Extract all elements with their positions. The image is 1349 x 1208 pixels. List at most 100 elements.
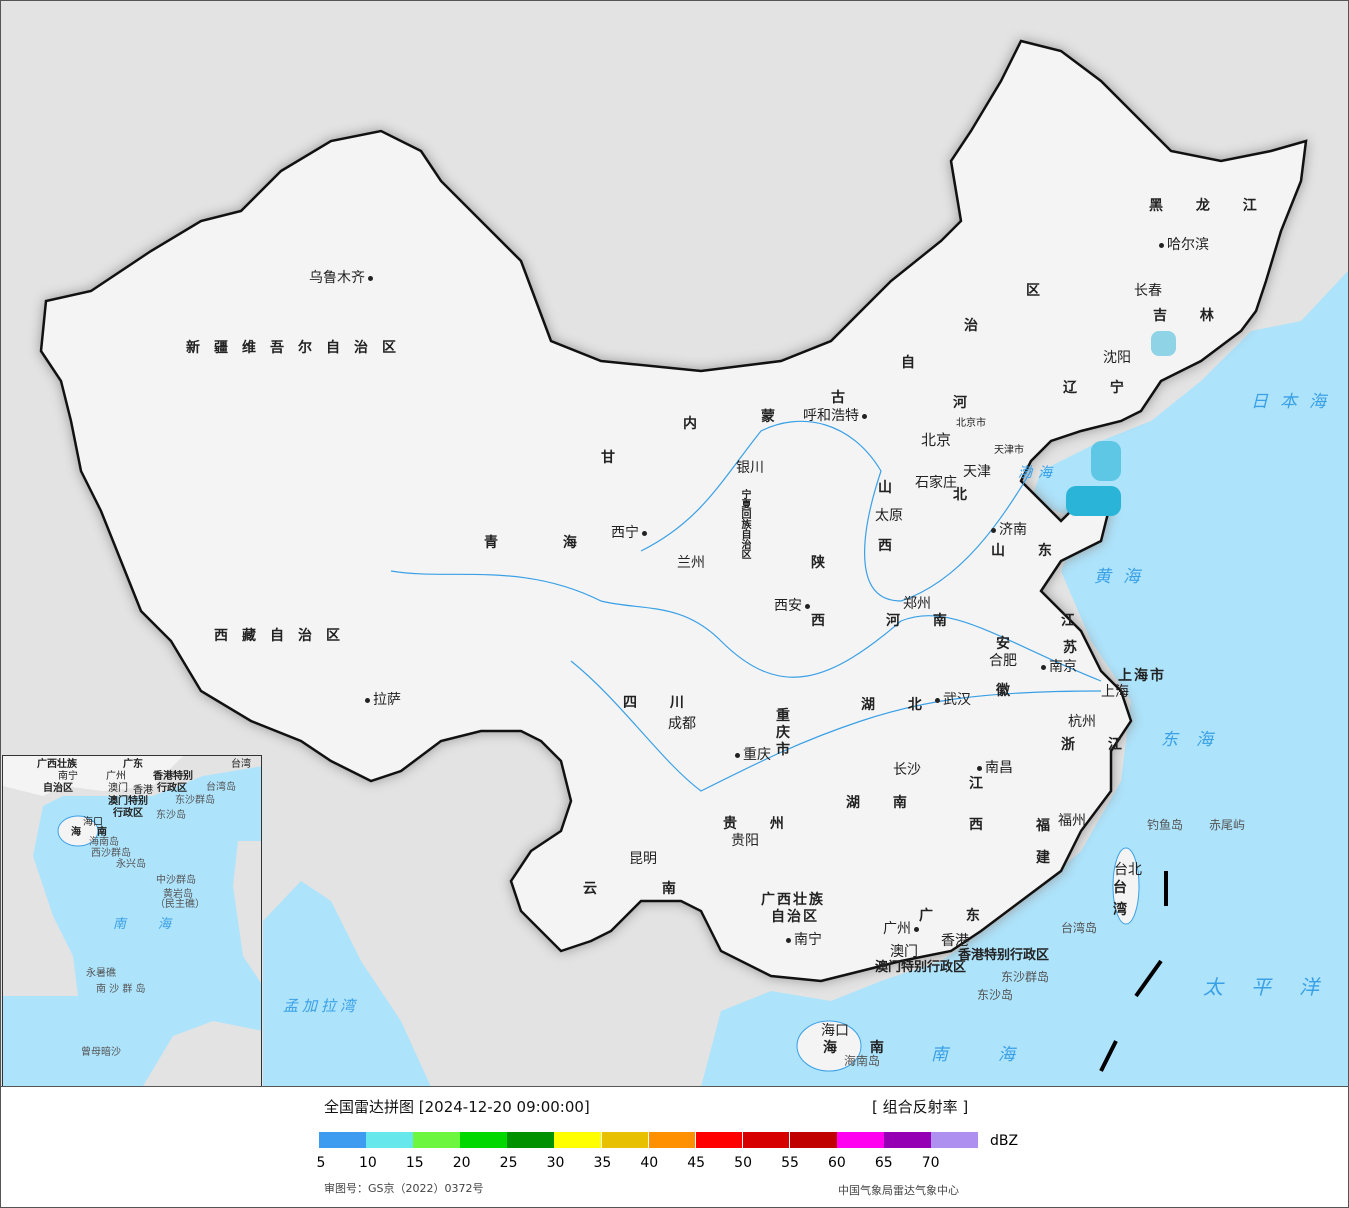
color-swatch (931, 1132, 978, 1148)
province-label: 甘 (601, 450, 629, 466)
source-label: 中国气象局雷达气象中心 (838, 1184, 959, 1197)
inset-label: 海口 (83, 817, 103, 828)
city-label: 兰州 (677, 555, 705, 571)
inset-label: 海 (158, 917, 184, 932)
sea-label: 渤海 (1018, 465, 1058, 481)
province-label: 浙 江 (1061, 737, 1136, 753)
province-label: 西藏自治区 (214, 628, 354, 644)
inset-label: （民主礁） (155, 899, 205, 910)
scale-tick: 30 (546, 1155, 565, 1171)
inset-label: 自治区 (43, 783, 73, 794)
color-swatch (460, 1132, 507, 1148)
scale-tick: 60 (827, 1155, 846, 1171)
color-swatch (648, 1132, 696, 1148)
island-label: 赤尾屿 (1209, 818, 1246, 832)
city-label: 贵阳 (731, 833, 759, 849)
city-label: 重庆 (735, 748, 771, 762)
color-swatch (837, 1132, 884, 1148)
sea-label: 黄海 (1094, 567, 1152, 587)
city-label: 西安 (774, 599, 810, 613)
inset-label: 台湾 (231, 759, 251, 770)
province-label: 台 (1113, 880, 1141, 896)
city-label: 南宁 (786, 933, 822, 947)
province-label: 河 (953, 395, 981, 411)
province-label: 市 (776, 742, 804, 758)
city-label: 拉萨 (365, 693, 401, 707)
province-label: 福 (1036, 818, 1064, 834)
province-label: 安 (996, 636, 1024, 652)
province-label: 湾 (1113, 902, 1141, 918)
island-label: 香港特别行政区 (958, 948, 1050, 963)
taiwan-island (1112, 847, 1140, 925)
province-label: 陕 (811, 555, 839, 571)
province-label: 湖 北 (861, 697, 936, 713)
sea-label: 日本海 (1251, 392, 1338, 412)
province-label: 苏 (1063, 640, 1091, 656)
inset-shapes (3, 756, 261, 1086)
province-label: 西 (811, 613, 839, 629)
province-label: 河 南 (886, 613, 961, 629)
city-label: 长沙 (893, 762, 921, 778)
color-scale (319, 1132, 978, 1148)
inset-label: 海南岛 (89, 837, 119, 848)
city-label: 太原 (875, 508, 903, 524)
province-label: 北京市 (956, 418, 986, 429)
province-label: 贵 州 (723, 816, 798, 832)
province-label: 宁夏回族自治区 (739, 489, 750, 559)
inset-label: 海 (71, 827, 81, 838)
color-swatch (695, 1132, 743, 1148)
province-label: 广 东 (919, 908, 994, 924)
color-swatch (884, 1132, 931, 1148)
product-type: [ 组合反射率 ] (872, 1098, 969, 1116)
approval-number: 审图号：GS京（2022）0372号 (324, 1182, 484, 1195)
province-label: 海 南 (823, 1040, 898, 1056)
province-label: 区 (1026, 283, 1054, 299)
city-label: 成都 (668, 716, 696, 732)
province-label: 内 (683, 416, 711, 432)
hainan-island (796, 1020, 862, 1072)
province-label: 建 (1036, 850, 1064, 866)
city-label: 济南 (991, 523, 1027, 537)
city-label: 广州 (883, 922, 919, 936)
inset-label: 香港 (133, 785, 153, 796)
province-label: 治 (964, 318, 992, 334)
scale-tick: 70 (921, 1155, 940, 1171)
inset-label: 南 (113, 917, 139, 932)
scale-tick: 20 (452, 1155, 471, 1171)
inset-label: 东沙岛 (156, 810, 186, 821)
island-label: 台湾岛 (1061, 921, 1098, 935)
inset-label: 永暑礁 (86, 968, 116, 979)
city-label: 西宁 (611, 526, 647, 540)
color-swatch (601, 1132, 649, 1148)
scale-tick: 5 (316, 1155, 326, 1171)
inset-label: 黄岩岛 (163, 889, 193, 900)
province-label: 山 东 (991, 543, 1066, 559)
island-label: 海南岛 (844, 1054, 881, 1068)
province-label: 上海市 (1118, 668, 1166, 684)
city-label: 呼和浩特 (803, 409, 867, 423)
inset-label: 南宁 (58, 771, 78, 782)
city-label: 合肥 (989, 653, 1017, 669)
inset-label: 澳门特别 (108, 796, 148, 807)
inset-label: 广东 (123, 759, 143, 770)
province-label: 山 (878, 480, 906, 496)
city-label: 昆明 (629, 851, 657, 867)
inset-label: 广州 (106, 771, 126, 782)
scale-tick: 40 (640, 1155, 659, 1171)
province-label: 青 海 (484, 535, 607, 551)
sea-label: 孟加拉湾 (283, 997, 360, 1015)
province-label: 北 (953, 487, 981, 503)
province-label: 自治区 (771, 909, 819, 925)
city-label: 南京 (1041, 660, 1077, 674)
inset-label: 西沙群岛 (91, 848, 131, 859)
unit-label: dBZ (990, 1133, 1019, 1149)
city-label: 福州 (1058, 813, 1086, 829)
inset-label: 南 沙 群 岛 (96, 984, 146, 995)
city-label: 杭州 (1068, 714, 1096, 730)
radar-map[interactable]: 新疆维吾尔自治区 西藏自治区 青 海 甘 内 蒙 古 自 治 区 黑 龙 江 吉… (1, 1, 1348, 1087)
province-label: 云 南 (583, 881, 706, 897)
province-label: 黑 龙 江 (1149, 198, 1271, 214)
province-label: 江 (1061, 613, 1089, 629)
province-label: 古 (831, 390, 859, 406)
scale-tick: 35 (593, 1155, 612, 1171)
